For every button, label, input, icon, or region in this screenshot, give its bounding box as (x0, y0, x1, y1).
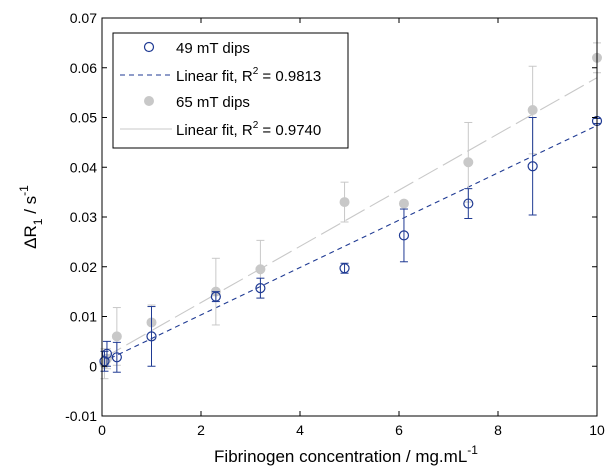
x-tick-label: 10 (589, 422, 605, 438)
data-point (463, 157, 474, 168)
fit-line (101, 124, 598, 363)
x-tick-label: 6 (395, 422, 403, 438)
data-point (339, 197, 350, 208)
y-tick-label: 0.04 (70, 159, 97, 175)
data-point (111, 352, 122, 363)
data-point (527, 105, 538, 116)
data-point (527, 161, 538, 172)
y-tick-label: -0.01 (65, 408, 97, 424)
legend-label-65mt: 65 mT dips (176, 94, 250, 111)
y-tick-label: 0.03 (70, 209, 97, 225)
y-tick-label: 0.06 (70, 60, 97, 76)
y-tick-label: 0.05 (70, 110, 97, 126)
x-tick-label: 2 (197, 422, 205, 438)
data-point (463, 198, 474, 209)
y-tick-label: 0.02 (70, 259, 97, 275)
x-tick-label: 0 (98, 422, 106, 438)
y-tick-label: 0 (89, 358, 97, 374)
data-layer (99, 42, 603, 380)
legend-marker-49mt (143, 41, 155, 53)
data-point (255, 283, 266, 294)
data-point (146, 331, 157, 342)
legend: 49 mT dips Linear fit, R2 = 0.9813 65 mT… (112, 32, 349, 149)
data-point (255, 264, 266, 275)
data-point (339, 263, 350, 274)
legend-label-fit-49mt: Linear fit, R2 = 0.9813 (176, 66, 321, 85)
x-tick-label: 4 (296, 422, 304, 438)
y-tick-label: 0.01 (70, 309, 97, 325)
data-point (210, 291, 221, 302)
legend-marker-65mt (144, 96, 154, 106)
data-point (398, 230, 410, 241)
y-axis-title: ΔR1 / s-1 (17, 185, 45, 249)
legend-label-49mt: 49 mT dips (176, 40, 250, 57)
fit-line (101, 77, 598, 360)
data-point (111, 331, 122, 342)
data-point (398, 198, 409, 209)
x-axis-title: Fibrinogen concentration / mg.mL-1 (214, 443, 478, 466)
x-tick-label: 8 (494, 422, 502, 438)
ticks-layer: 0 2 4 6 8 10-0.0100.010.020.030.040.050.060.0… (65, 10, 605, 438)
legend-label-fit-65mt: Linear fit, R2 = 0.9740 (176, 120, 321, 139)
y-tick-label: 0.07 (70, 10, 97, 26)
